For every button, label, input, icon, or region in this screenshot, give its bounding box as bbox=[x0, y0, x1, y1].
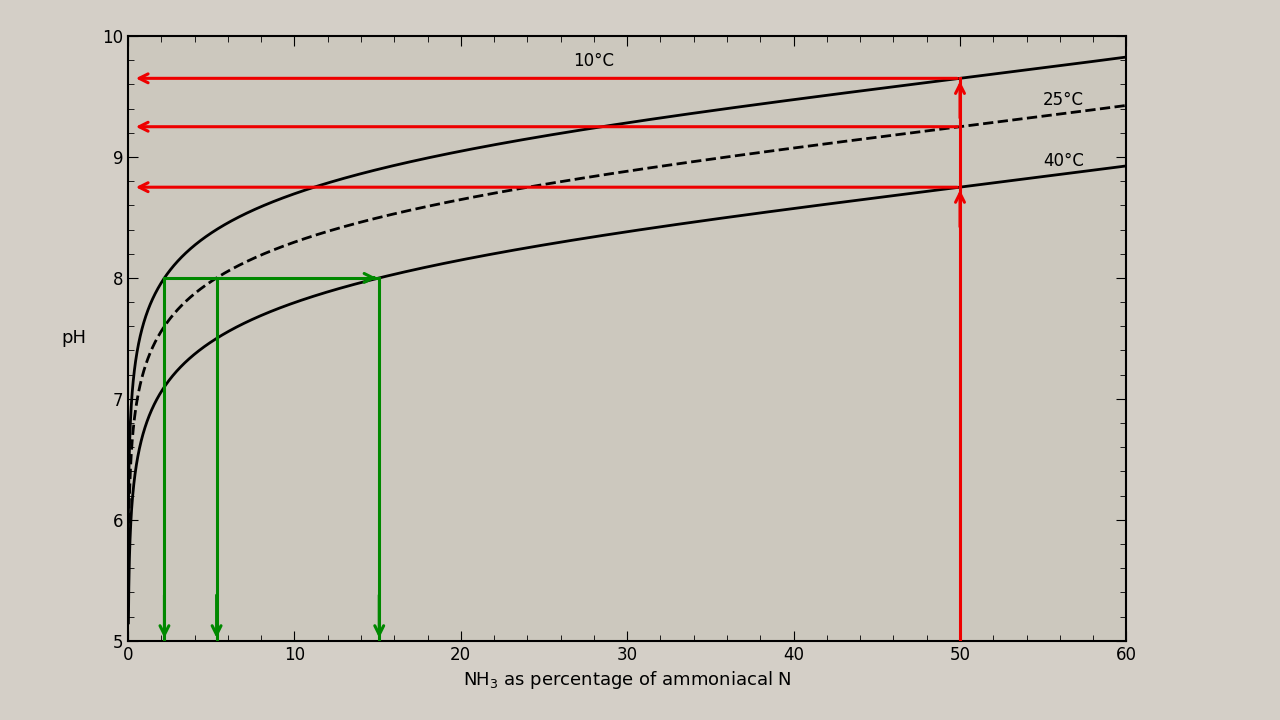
X-axis label: NH$_3$ as percentage of ammoniacal N: NH$_3$ as percentage of ammoniacal N bbox=[463, 669, 791, 691]
Text: 40°C: 40°C bbox=[1043, 152, 1084, 170]
Text: 10°C: 10°C bbox=[573, 52, 614, 70]
Text: 25°C: 25°C bbox=[1043, 91, 1084, 109]
Y-axis label: pH: pH bbox=[61, 330, 87, 348]
